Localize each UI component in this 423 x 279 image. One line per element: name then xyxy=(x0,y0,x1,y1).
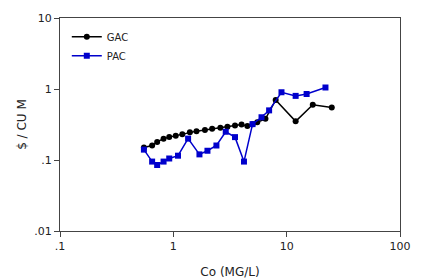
svg-text:PAC: PAC xyxy=(107,51,126,62)
svg-text:10: 10 xyxy=(38,12,52,25)
svg-text:1: 1 xyxy=(45,83,52,96)
svg-text:100: 100 xyxy=(390,240,411,253)
svg-text:10: 10 xyxy=(280,240,294,253)
svg-text:.1: .1 xyxy=(55,240,66,253)
svg-text:1: 1 xyxy=(170,240,177,253)
svg-text:GAC: GAC xyxy=(107,32,128,43)
svg-text:$ / CU M: $ / CU M xyxy=(15,99,29,150)
svg-text:.1: .1 xyxy=(41,154,52,167)
svg-text:.01: .01 xyxy=(34,225,52,238)
svg-text:Co (MG/L): Co (MG/L) xyxy=(200,265,259,279)
